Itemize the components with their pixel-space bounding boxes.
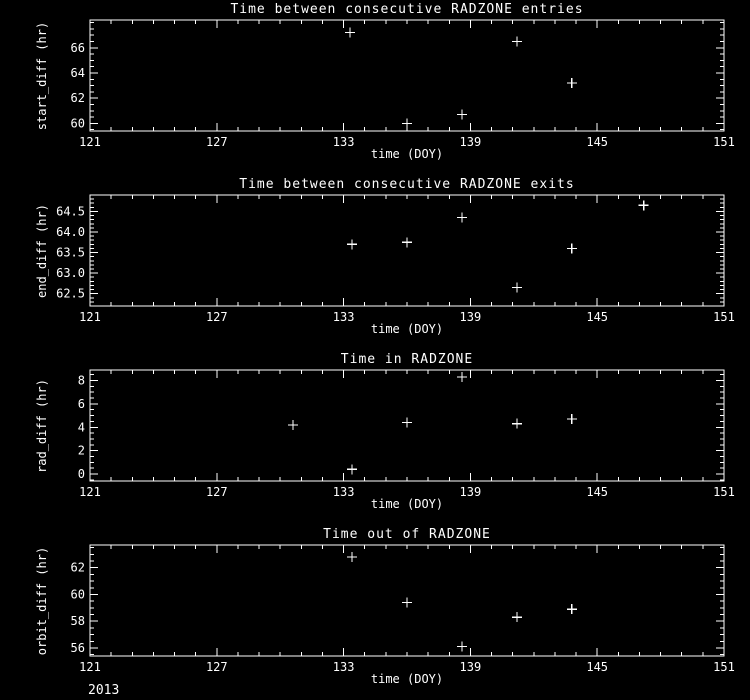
- x-tick-label: 145: [586, 135, 608, 149]
- plot-section-radzone-entries: Time between consecutive RADZONE entries…: [0, 0, 750, 175]
- x-tick-label: 121: [79, 660, 101, 674]
- x-tick-label: 145: [586, 660, 608, 674]
- plot-section-time-out-of-radzone: Time out of RADZONE orbit_diff (hr) 121 1…: [0, 525, 750, 700]
- x-tick-label: 145: [586, 485, 608, 499]
- x-tick-label: 127: [206, 135, 228, 149]
- y-tick-label: 64.5: [56, 204, 85, 218]
- y-tick-label: 2: [78, 444, 85, 458]
- y-tick-label: 64: [71, 66, 85, 80]
- y-tick-label: 66: [71, 41, 85, 55]
- scatter-plot-entries: 121 127 133 139 145 151 60 62 64 66: [71, 19, 735, 149]
- scatter-plot-time-in: 121 127 133 139 145 151 0 2 4 6 8: [78, 369, 735, 499]
- y-tick-label: 63.0: [56, 266, 85, 280]
- x-tick-label: 139: [460, 135, 482, 149]
- x-tick-label: 121: [79, 485, 101, 499]
- plot-title: Time out of RADZONE: [323, 527, 491, 542]
- y-tick-label: 56: [71, 641, 85, 655]
- x-axis-label: time (DOY): [370, 497, 444, 511]
- x-axis-label: time (DOY): [370, 672, 444, 686]
- plot-title: Time in RADZONE: [340, 352, 474, 367]
- footer-year-label: 2013: [88, 683, 120, 698]
- x-tick-label: 127: [206, 310, 228, 324]
- x-axis-label: time (DOY): [370, 147, 444, 161]
- x-tick-label: 127: [206, 485, 228, 499]
- x-axis-label: time (DOY): [370, 322, 444, 336]
- x-tick-label: 127: [206, 660, 228, 674]
- y-tick-label: 58: [71, 614, 85, 628]
- y-tick-label: 62.5: [56, 287, 85, 301]
- plot-frame: [89, 194, 725, 307]
- y-tick-label: 62: [71, 561, 85, 575]
- x-tick-label: 121: [79, 135, 101, 149]
- y-tick-label: 0: [78, 467, 85, 481]
- plot-section-radzone-exits: Time between consecutive RADZONE exits e…: [0, 175, 750, 350]
- x-tick-label: 133: [333, 310, 355, 324]
- y-tick-label: 60: [71, 587, 85, 601]
- y-tick-label: 60: [71, 116, 85, 130]
- plot-title: Time between consecutive RADZONE entries: [230, 2, 584, 17]
- x-tick-label: 151: [713, 310, 735, 324]
- x-tick-label: 151: [713, 660, 735, 674]
- y-tick-label: 63.5: [56, 246, 85, 260]
- x-tick-label: 139: [460, 310, 482, 324]
- y-tick-label: 8: [78, 374, 85, 388]
- y-tick-label: 6: [78, 397, 85, 411]
- x-tick-label: 121: [79, 310, 101, 324]
- x-tick-label: 139: [460, 660, 482, 674]
- y-tick-label: 64.0: [56, 225, 85, 239]
- plot-frame: [89, 19, 725, 132]
- x-tick-label: 151: [713, 485, 735, 499]
- plot-title: Time between consecutive RADZONE exits: [239, 177, 575, 192]
- x-tick-label: 145: [586, 310, 608, 324]
- x-tick-label: 151: [713, 135, 735, 149]
- scatter-plot-time-out: 121 127 133 139 145 151 56 58 60 62: [71, 544, 735, 674]
- plot-section-time-in-radzone: Time in RADZONE rad_diff (hr) 121 127 133 1…: [0, 350, 750, 525]
- scatter-plot-exits: 121 127 133 139 145 151 62.5 63.0 63.5 64.0 64.5: [56, 194, 735, 324]
- y-tick-label: 62: [71, 91, 85, 105]
- x-tick-label: 133: [333, 485, 355, 499]
- x-tick-label: 133: [333, 135, 355, 149]
- x-tick-label: 139: [460, 485, 482, 499]
- y-tick-label: 4: [78, 420, 85, 434]
- x-tick-label: 133: [333, 660, 355, 674]
